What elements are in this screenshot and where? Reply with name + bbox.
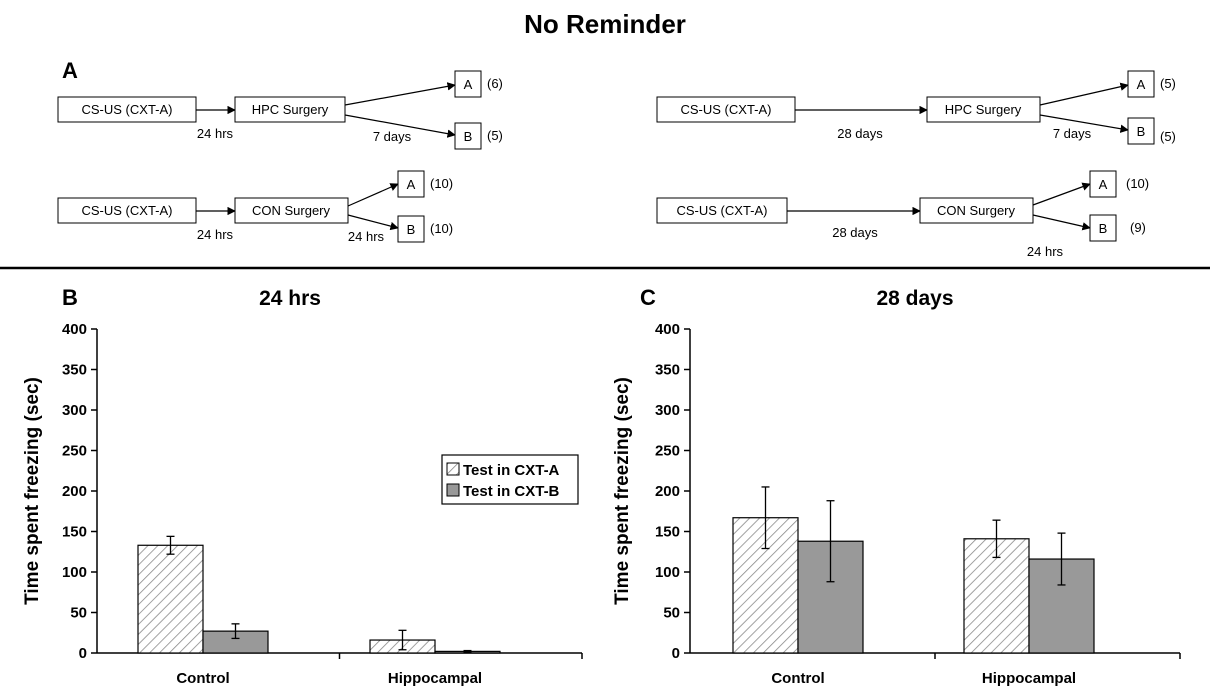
test-a-n: (5) — [1160, 76, 1176, 91]
y-tick-label: 150 — [655, 524, 680, 541]
surgery-box — [234, 96, 346, 123]
start-box — [656, 96, 796, 123]
y-tick-label: 250 — [655, 443, 680, 460]
start-box-label: CS-US (CXT-A) — [82, 203, 173, 218]
category-label: Hippocampal — [388, 670, 482, 687]
surgery-box-label: CON Surgery — [252, 203, 331, 218]
start-box-label: CS-US (CXT-A) — [677, 203, 768, 218]
test-b-label: B — [464, 129, 473, 144]
y-tick-label: 200 — [62, 483, 87, 500]
chart-28days: 28 days Time spent freezing (sec) 0 50 100 15… — [612, 287, 1181, 687]
arrow — [1032, 214, 1091, 231]
surgery-box-label: HPC Surgery — [945, 102, 1022, 117]
category-label: Hippocampal — [982, 670, 1076, 687]
chart-title: 24 hrs — [259, 287, 321, 310]
y-tick-label: 250 — [62, 443, 87, 460]
diagram-left-top: CS-US (CXT-A) 24 hrs HPC Surgery 7 days … — [57, 70, 503, 150]
figure-title: No Reminder — [524, 9, 686, 39]
diagram-right-bottom: CS-US (CXT-A) 28 days CON Surgery 24 hrs… — [656, 170, 1149, 259]
test-b-label: B — [1099, 221, 1108, 236]
interval-label: 24 hrs — [197, 227, 234, 242]
arrow — [344, 114, 456, 138]
test-a-box — [454, 70, 482, 98]
panel-a-label: A — [62, 58, 78, 83]
test-b-box — [454, 122, 482, 150]
test-b-label: B — [1137, 124, 1146, 139]
y-tick-label: 350 — [655, 362, 680, 379]
legend-swatch — [446, 483, 460, 497]
test-b-n: (5) — [487, 128, 503, 143]
y-tick-label: 0 — [672, 645, 680, 662]
test-a-box — [1127, 70, 1155, 98]
test-a-label: A — [464, 77, 473, 92]
interval-label: 28 days — [832, 225, 878, 240]
panel-c-label: C — [640, 285, 656, 310]
interval-label: 24 hrs — [197, 126, 234, 141]
y-tick-label: 50 — [70, 605, 87, 622]
y-tick-label: 100 — [62, 564, 87, 581]
test-b-label: B — [407, 222, 416, 237]
interval-label: 7 days — [373, 129, 412, 144]
surgery-box — [919, 197, 1034, 224]
y-tick-label: 200 — [655, 483, 680, 500]
surgery-box — [234, 197, 349, 224]
y-tick-label: 300 — [655, 402, 680, 419]
y-tick-label: 50 — [663, 605, 680, 622]
category-label: Control — [771, 670, 824, 687]
chart-title: 28 days — [876, 287, 953, 310]
interval-label: 24 hrs — [1027, 244, 1064, 259]
legend — [441, 454, 579, 505]
test-a-label: A — [1137, 77, 1146, 92]
diagram-right-top: CS-US (CXT-A) 28 days HPC Surgery 7 days… — [656, 70, 1176, 145]
test-a-n: (6) — [487, 76, 503, 91]
bar-cxt-a — [137, 544, 204, 654]
arrow — [1039, 114, 1129, 133]
test-b-box — [1089, 214, 1117, 242]
start-box — [656, 197, 788, 224]
test-a-n: (10) — [430, 176, 453, 191]
y-tick-label: 350 — [62, 362, 87, 379]
arrow — [347, 214, 399, 231]
legend-label: Test in CXT-B — [463, 483, 560, 500]
legend-swatch — [446, 462, 460, 476]
interval-label: 24 hrs — [348, 229, 385, 244]
diagram-left-bottom: CS-US (CXT-A) 24 hrs CON Surgery 24 hrs … — [57, 170, 453, 244]
y-tick-label: 100 — [655, 564, 680, 581]
start-box-label: CS-US (CXT-A) — [82, 102, 173, 117]
interval-label: 28 days — [837, 126, 883, 141]
chart-24hrs: 24 hrs Time spent freezing (sec) 0 50 100 150… — [22, 287, 583, 687]
y-tick-label: 400 — [62, 321, 87, 338]
test-a-box — [397, 170, 425, 198]
test-b-n: (9) — [1130, 220, 1146, 235]
test-a-n: (10) — [1126, 176, 1149, 191]
arrow — [1039, 82, 1129, 106]
surgery-box — [926, 96, 1041, 123]
test-b-n: (10) — [430, 221, 453, 236]
arrow — [1032, 182, 1091, 206]
test-a-label: A — [1099, 177, 1108, 192]
panel-b-label: B — [62, 285, 78, 310]
y-tick-label: 0 — [79, 645, 87, 662]
y-tick-label: 300 — [62, 402, 87, 419]
start-box — [57, 96, 197, 123]
test-b-box — [1127, 117, 1155, 145]
interval-label: 7 days — [1053, 126, 1092, 141]
surgery-box-label: CON Surgery — [937, 203, 1016, 218]
test-b-n: (5) — [1160, 129, 1176, 144]
legend-label: Test in CXT-A — [463, 462, 560, 479]
arrow — [347, 183, 399, 207]
arrow — [344, 82, 456, 106]
surgery-box-label: HPC Surgery — [252, 102, 329, 117]
category-label: Control — [176, 670, 229, 687]
start-box-label: CS-US (CXT-A) — [681, 102, 772, 117]
y-tick-label: 150 — [62, 524, 87, 541]
y-axis-label: Time spent freezing (sec) — [612, 377, 633, 605]
y-tick-label: 400 — [655, 321, 680, 338]
test-a-box — [1089, 170, 1117, 198]
test-a-label: A — [407, 177, 416, 192]
test-b-box — [397, 215, 425, 243]
y-axis-label: Time spent freezing (sec) — [22, 377, 43, 605]
